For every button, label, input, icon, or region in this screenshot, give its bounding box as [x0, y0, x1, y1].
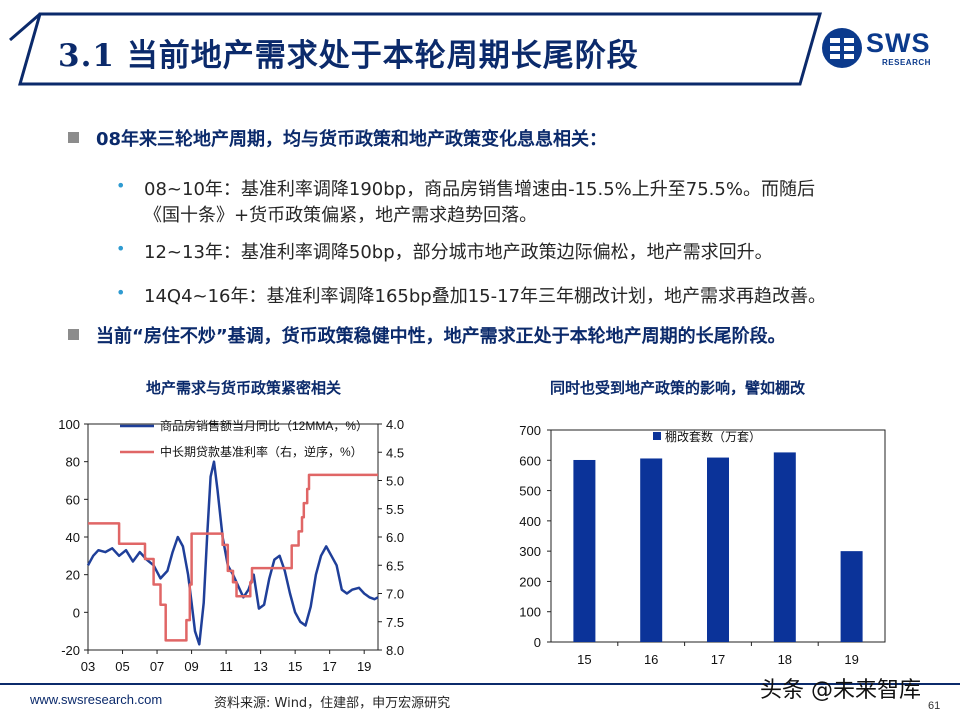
right-tick-label: 4.0 [386, 417, 404, 432]
bullet-dot-icon: • [116, 239, 126, 258]
left-tick-label: -20 [61, 643, 80, 658]
bullet-dot-icon: • [116, 283, 126, 302]
sws-logo: SWS RESEARCH [820, 26, 940, 74]
footer-divider [0, 683, 960, 685]
y-tick-label: 600 [519, 453, 541, 468]
x-tick-label: 15 [577, 652, 591, 667]
right-tick-label: 4.5 [386, 445, 404, 460]
legend-label: 棚改套数（万套） [665, 429, 761, 444]
title-bar: 3.1 当前地产需求处于本轮周期长尾阶段 SWS RESEARCH [0, 0, 960, 98]
right-tick-label: 8.0 [386, 643, 404, 658]
series-line-2 [88, 473, 378, 642]
left-tick-label: 80 [66, 455, 80, 470]
left-tick-label: 20 [66, 568, 80, 583]
bar [573, 459, 596, 642]
logo-subtext: RESEARCH [882, 58, 931, 67]
x-tick-label: 09 [184, 659, 198, 674]
right-tick-label: 6.5 [386, 558, 404, 573]
sub-bullet-2: 12~13年：基准利率调降50bp，部分城市地产政策边际偏松，地产需求回升。 [144, 242, 773, 263]
series-line-1 [86, 460, 379, 646]
y-tick-label: 400 [519, 514, 541, 529]
left-tick-label: 40 [66, 530, 80, 545]
right-tick-label: 7.0 [386, 587, 404, 602]
x-tick-label: 17 [711, 652, 725, 667]
x-tick-label: 18 [778, 652, 792, 667]
bar-chart: 700 600 500 400 300 200 100 0 15 16 17 18 19 棚改套数（万套） [519, 423, 886, 667]
bar [773, 452, 796, 642]
x-tick-label: 19 [844, 652, 858, 667]
y-tick-label: 700 [519, 423, 541, 438]
left-tick-label: 100 [58, 417, 80, 432]
bullet-square-icon [68, 132, 79, 143]
x-tick-label: 16 [644, 652, 658, 667]
x-tick-label: 15 [288, 659, 302, 674]
bullet-1-text: 08年来三轮地产周期，均与货币政策和地产政策变化息息相关： [96, 129, 608, 150]
bullet-square-icon [68, 329, 79, 340]
bar [840, 551, 863, 642]
bullet-dot-icon: • [116, 176, 126, 195]
sub-bullet-3: 14Q4~16年：基准利率调降165bp叠加15-17年三年棚改计划，地产需求再… [144, 286, 827, 307]
logo-text: SWS [866, 28, 931, 58]
page-title: 3.1 当前地产需求处于本轮周期长尾阶段 [58, 38, 639, 74]
right-tick-label: 7.5 [386, 615, 404, 630]
bar [707, 457, 729, 642]
legend-label: 商品房销售额当月同比（12MMA，%） [160, 418, 368, 433]
y-tick-label: 300 [519, 544, 541, 559]
left-tick-label: 60 [66, 492, 80, 507]
line-chart: 100 80 60 40 20 0 -20 4.0 4.5 5.0 5.5 6.0 6.5 7.0 7.5 8… [58, 417, 404, 674]
y-tick-label: 100 [519, 605, 541, 620]
x-tick-label: 05 [115, 659, 129, 674]
x-tick-label: 17 [322, 659, 336, 674]
chart-1-title: 地产需求与货币政策紧密相关 [146, 379, 342, 397]
y-tick-label: 0 [534, 635, 541, 650]
legend-label: 中长期贷款基准利率（右，逆序，%） [160, 444, 363, 459]
logo-mark-icon [822, 28, 862, 68]
y-tick-label: 200 [519, 574, 541, 589]
chart-2-title: 同时也受到地产政策的影响，譬如棚改 [550, 379, 806, 397]
page-number: 61 [928, 700, 941, 712]
footer-source: 资料来源: Wind，住建部，申万宏源研究 [214, 696, 451, 711]
left-tick-label: 0 [73, 605, 80, 620]
x-tick-label: 13 [253, 659, 267, 674]
x-tick-label: 03 [81, 659, 95, 674]
legend-swatch [653, 432, 661, 440]
footer-url-link[interactable]: www.swsresearch.com [30, 692, 163, 707]
x-tick-label: 19 [357, 659, 371, 674]
bar [640, 458, 663, 642]
right-tick-label: 5.5 [386, 502, 404, 517]
x-tick-label: 11 [219, 659, 233, 674]
title-bar-frame [9, 12, 822, 86]
x-tick-label: 07 [150, 659, 164, 674]
sub-bullet-1-line-2: 《国十条》+货币政策偏紧，地产需求趋势回落。 [144, 205, 538, 226]
sub-bullet-1-line-1: 08~10年：基准利率调降190bp，商品房销售增速由-15.5%上升至75.5… [144, 179, 815, 200]
y-tick-label: 500 [519, 484, 541, 499]
bullet-2-text: 当前“房住不炒”基调，货币政策稳健中性，地产需求正处于本轮地产周期的长尾阶段。 [96, 326, 786, 347]
right-tick-label: 6.0 [386, 530, 404, 545]
watermark: 头条 @未来智库 [760, 678, 921, 703]
right-tick-label: 5.0 [386, 474, 404, 489]
